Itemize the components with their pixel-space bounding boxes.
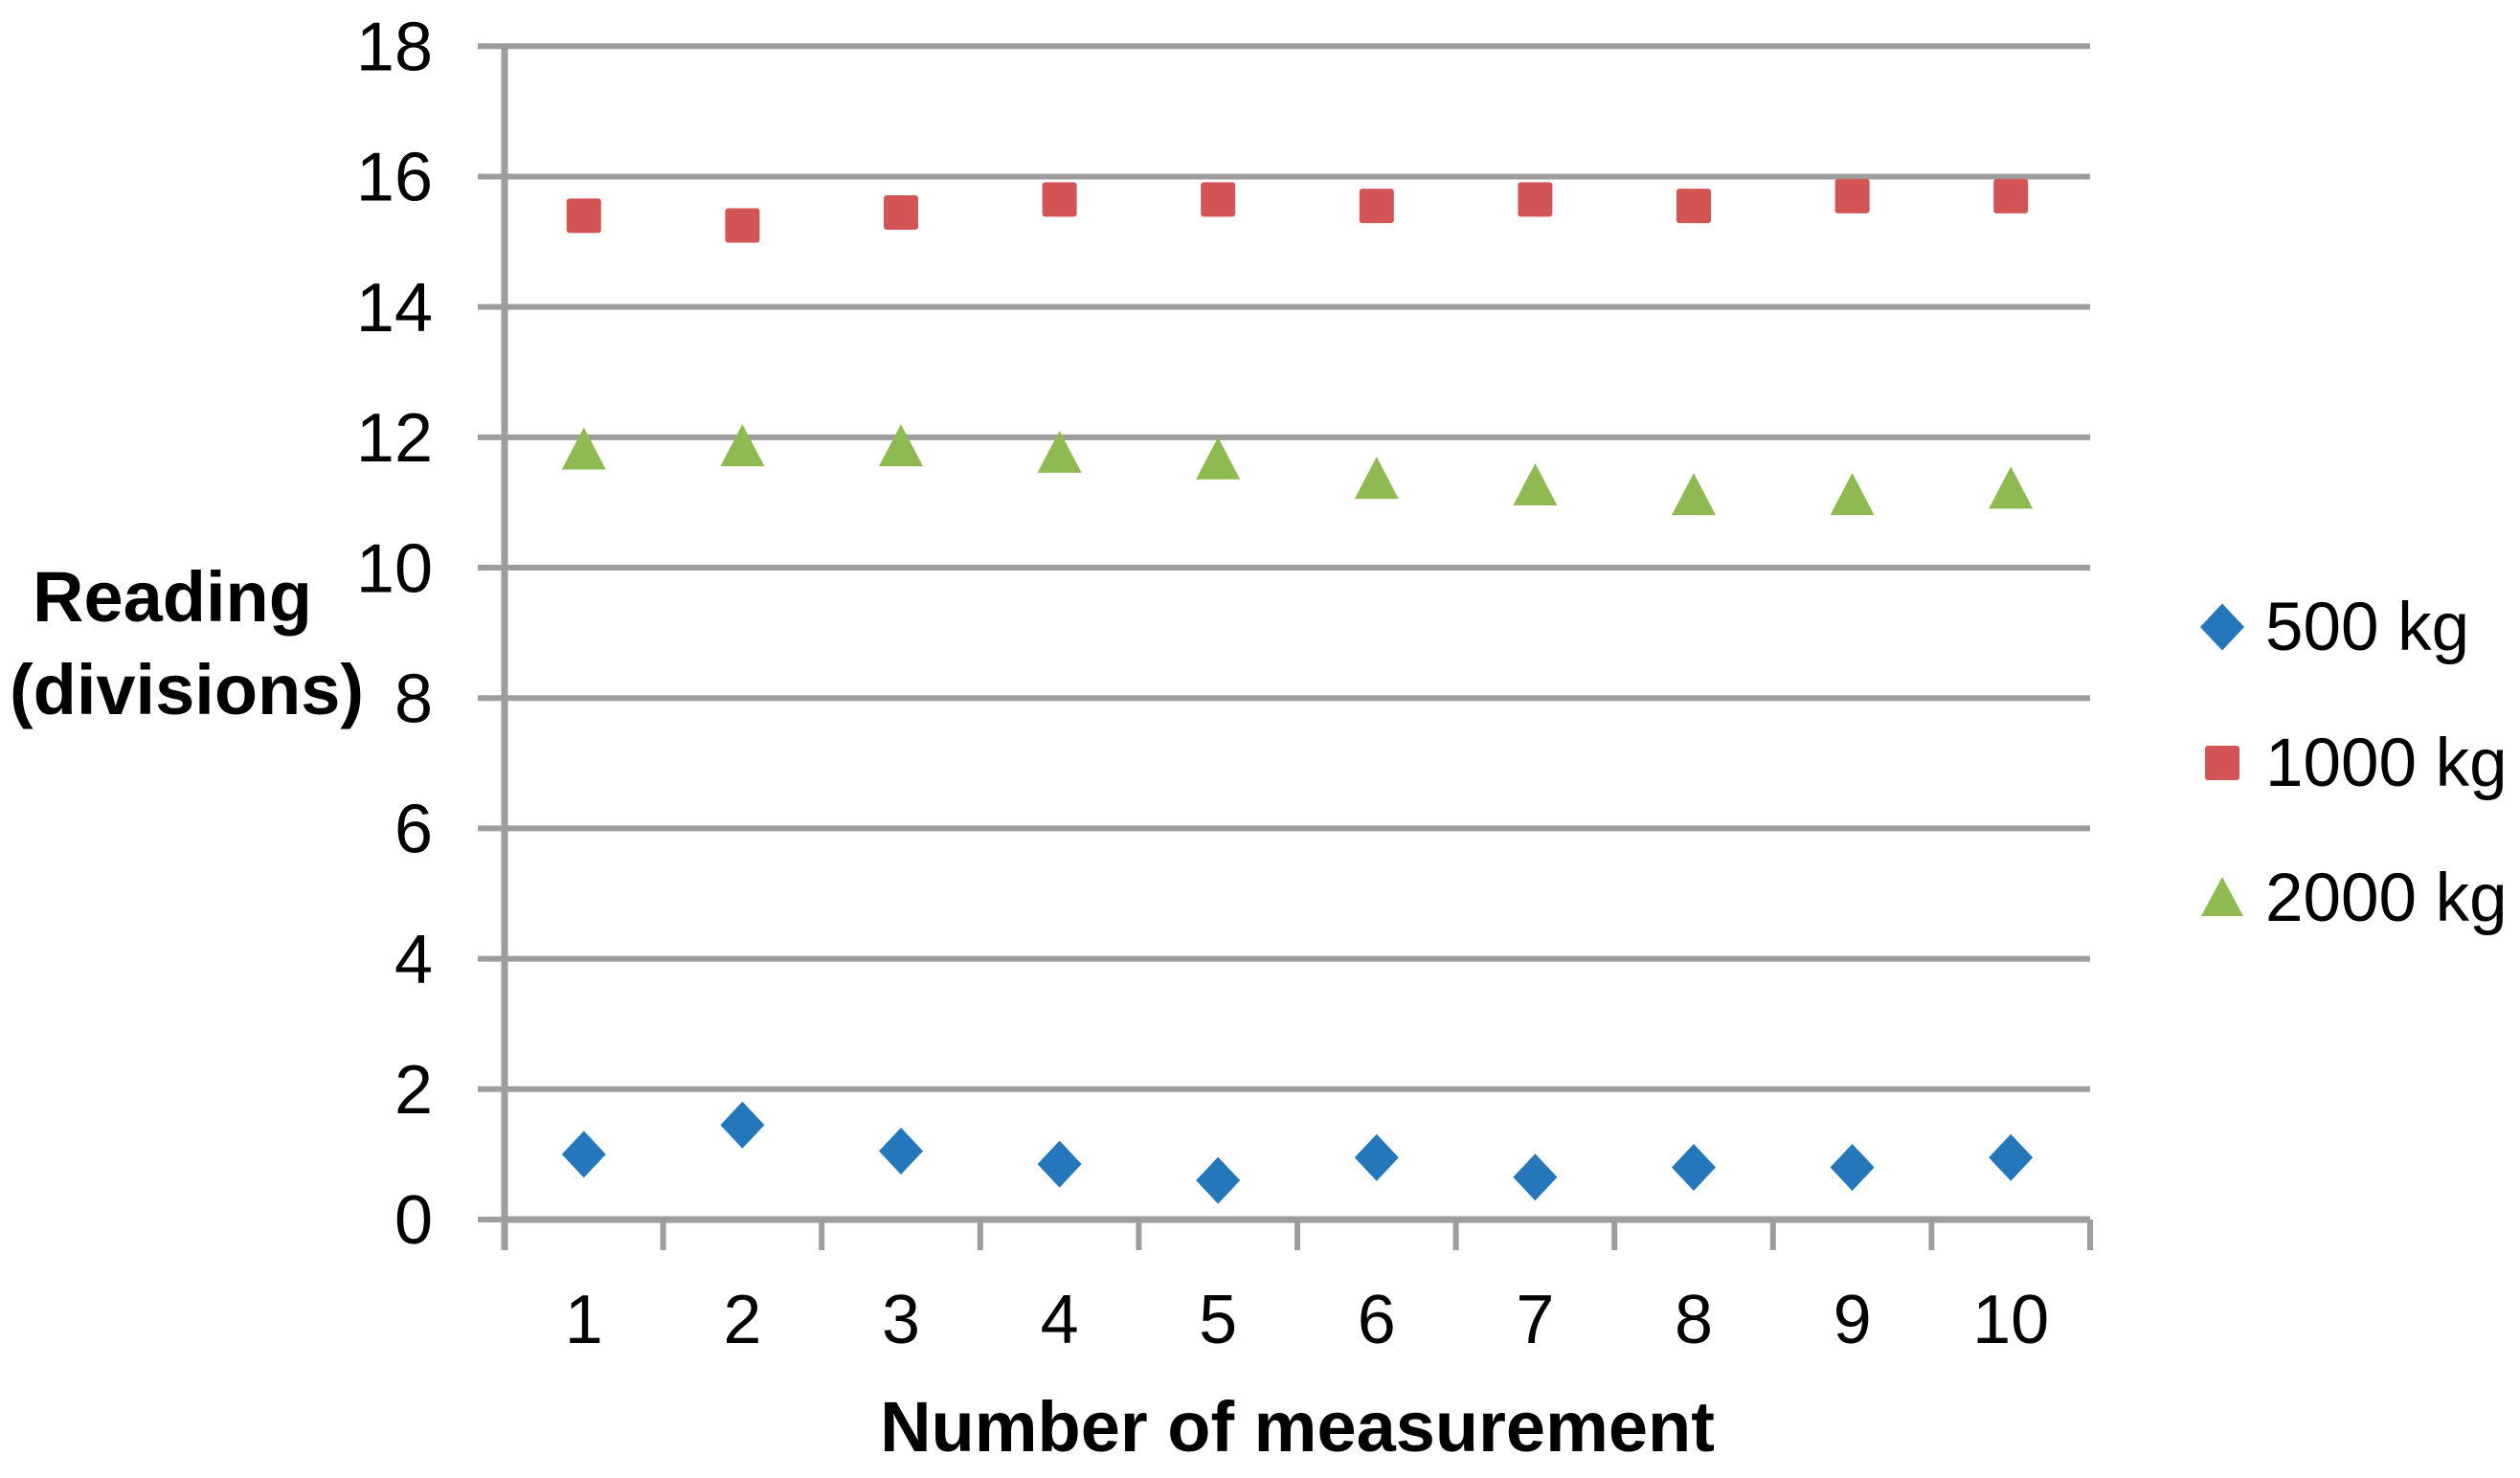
data-point: [884, 194, 918, 230]
y-tick-label: 0: [394, 1182, 433, 1259]
data-point: [1830, 473, 1875, 516]
data-point: [879, 424, 923, 467]
y-tick-label: 14: [356, 270, 433, 347]
data-point: [1354, 457, 1399, 500]
x-tick-label: 8: [1675, 1282, 1713, 1358]
legend-label: 500 kg: [2265, 589, 2470, 665]
data-point: [561, 1131, 606, 1178]
x-ticks: [502, 1220, 2093, 1250]
y-tick-label: 16: [356, 140, 433, 216]
legend-item-500kg: 500 kg: [2198, 560, 2469, 694]
y-axis-title-line2: (divisions): [10, 650, 365, 729]
data-point: [1993, 178, 2029, 213]
data-point: [1354, 1133, 1399, 1181]
x-tick-label: 3: [882, 1282, 920, 1358]
data-point: [1989, 466, 2034, 509]
legend-item-1000kg: 1000 kg: [2198, 696, 2508, 830]
data-point: [1037, 430, 1082, 473]
data-point: [1676, 189, 1711, 224]
data-point: [1518, 182, 1553, 217]
x-tick-label: 7: [1516, 1282, 1554, 1358]
x-tick-label: 1: [565, 1282, 603, 1358]
y-tick-label: 4: [394, 922, 433, 998]
y-tick-label: 18: [356, 10, 433, 86]
legend-item-2000kg: 2000 kg: [2198, 831, 2508, 965]
series-1000-kg: [566, 178, 2029, 243]
x-tick-label: 2: [723, 1282, 761, 1358]
data-point: [1359, 189, 1394, 224]
y-tick-label: 8: [394, 661, 433, 737]
x-tick-label: 5: [1199, 1282, 1237, 1358]
data-point: [1830, 1144, 1875, 1192]
y-tick-label: 10: [356, 530, 433, 607]
x-tick-label: 4: [1041, 1282, 1079, 1358]
data-point: [1513, 462, 1558, 505]
y-axis-title-line1: Reading: [33, 557, 312, 637]
data-point: [566, 198, 601, 234]
y-axis-title: Reading (divisions): [10, 550, 364, 736]
series-500-kg: [561, 1101, 2034, 1204]
data-point: [1513, 1153, 1558, 1201]
triangle-icon: [2201, 877, 2243, 916]
data-point: [879, 1128, 923, 1176]
data-point: [1196, 437, 1241, 480]
diamond-icon: [2200, 603, 2244, 651]
data-point: [1196, 1156, 1241, 1204]
data-point: [720, 424, 765, 467]
y-tick-label: 6: [394, 792, 433, 868]
data-point: [1989, 1133, 2034, 1181]
x-tick-label: 10: [1972, 1282, 2049, 1358]
data-point: [725, 208, 760, 243]
gridlines: [478, 43, 2090, 1222]
data-point: [1672, 1144, 1716, 1192]
data-point: [1201, 182, 1236, 217]
legend-label: 1000 kg: [2265, 725, 2508, 801]
legend: 500 kg 1000 kg 2000 kg: [2198, 0, 2520, 1478]
x-tick-label: 6: [1358, 1282, 1396, 1358]
y-tick-label: 2: [394, 1052, 433, 1129]
y-tick-label: 12: [356, 400, 433, 477]
data-point: [1042, 182, 1077, 217]
y-tick-labels: 0 2 4 6 8 10 12 14 16 18: [356, 10, 433, 1260]
data-point: [1834, 178, 1870, 213]
data-point: [1037, 1140, 1082, 1188]
x-tick-labels: 1 2 3 4 5 6 7 8 9 10: [565, 1282, 2049, 1358]
series-2000-kg: [561, 424, 2034, 516]
legend-label: 2000 kg: [2265, 860, 2508, 936]
data-point: [561, 427, 606, 470]
x-axis-title: Number of measurement: [880, 1387, 1715, 1467]
square-icon: [2205, 746, 2239, 780]
data-point: [720, 1101, 765, 1149]
x-tick-label: 9: [1834, 1282, 1872, 1358]
data-point: [1672, 473, 1716, 516]
